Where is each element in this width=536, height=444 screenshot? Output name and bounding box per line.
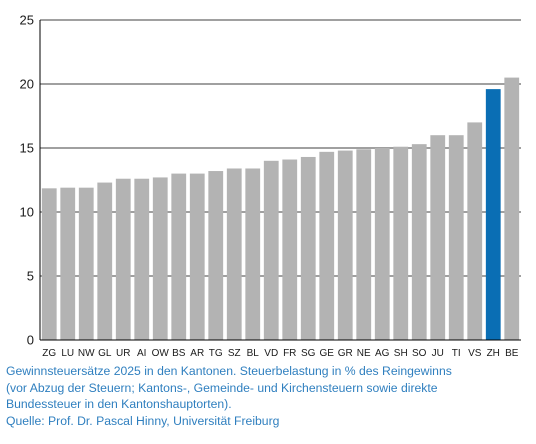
x-tick-label-nw: NW [78,348,95,359]
caption-line-1: Gewinnsteuersätze 2025 in den Kantonen. … [6,364,452,378]
bar-tg [208,171,224,340]
bar-so [411,144,427,340]
bar-ju [430,135,446,340]
bar-zg [41,188,57,340]
x-tick-label-ow: OW [152,348,170,359]
bar-sh [393,146,409,340]
bar-vs [467,122,483,341]
bar-ow [152,177,168,340]
x-tick-label-ge: GE [320,348,335,359]
figure-caption: Gewinnsteuersätze 2025 in den Kantonen. … [6,363,532,429]
x-tick-labels: ZG LU NW GL UR AI OW BS AR TG SZ BL VD FR SG GE GR NE AG SH… [42,348,518,359]
bar-ne [356,149,372,340]
x-tick-label-sh: SH [394,348,408,359]
x-tick-label-gl: GL [98,348,112,359]
x-tick-label-tg: TG [209,348,223,359]
x-tick-label-ju: JU [432,348,444,359]
bar-be [504,77,520,340]
bar-ge [319,151,335,340]
caption-line-2: (vor Abzug der Steuern; Kantons-, Gemein… [6,380,438,395]
x-tick-label-bs: BS [172,348,186,359]
x-tick-label-ar: AR [190,348,204,359]
bar-sz [226,168,242,340]
bar-ti [448,135,464,340]
axes [39,20,521,341]
bar-nw [78,187,94,340]
bar-zh [485,89,501,341]
bar-bs [171,173,187,340]
y-tick-label: 25 [20,13,34,28]
caption-line-3: Bundessteuer in den Kantonshauptorten). [6,397,232,411]
bar-vd [263,160,279,340]
bar-ar [189,173,205,340]
x-tick-label-ti: TI [452,348,461,359]
x-tick-label-sg: SG [301,348,316,359]
x-tick-label-be: BE [505,348,519,359]
bar-chart-svg: 0 5 10 15 20 25 ZG LU NW GL UR AI OW BS AR TG SZ BL VD FR S… [20,13,521,359]
x-tick-label-gr: GR [338,348,353,359]
x-tick-label-vs: VS [468,348,482,359]
x-tick-label-so: SO [412,348,427,359]
x-tick-label-bl: BL [247,348,260,359]
y-tick-label: 10 [20,205,34,220]
x-tick-label-ur: UR [116,348,130,359]
y-tick-labels: 0 5 10 15 20 25 [20,13,34,348]
caption-source: Quelle: Prof. Dr. Pascal Hinny, Universi… [6,413,280,428]
y-tick-label: 0 [27,333,34,348]
bar-ai [134,178,150,340]
bar-ag [374,148,390,340]
bar-lu [60,187,76,340]
bars [41,77,520,341]
x-tick-label-ag: AG [375,348,390,359]
y-tick-label: 15 [20,141,34,156]
x-tick-label-zh: ZH [487,348,500,359]
x-tick-label-ne: NE [357,348,371,359]
x-tick-label-lu: LU [61,348,74,359]
bar-ur [115,178,131,340]
bar-sg [300,156,316,340]
x-tick-label-vd: VD [264,348,278,359]
x-tick-label-sz: SZ [228,348,241,359]
bar-fr [282,159,298,340]
x-tick-label-fr: FR [283,348,296,359]
gewinnsteuer-chart: 0 5 10 15 20 25 ZG LU NW GL UR AI OW BS AR TG SZ BL VD FR S… [20,13,521,359]
x-tick-label-ai: AI [137,348,146,359]
bar-gl [97,182,113,340]
x-tick-label-zg: ZG [42,348,56,359]
bar-bl [245,168,261,340]
y-tick-label: 5 [27,269,34,284]
bar-gr [337,150,353,340]
y-tick-label: 20 [20,77,34,92]
